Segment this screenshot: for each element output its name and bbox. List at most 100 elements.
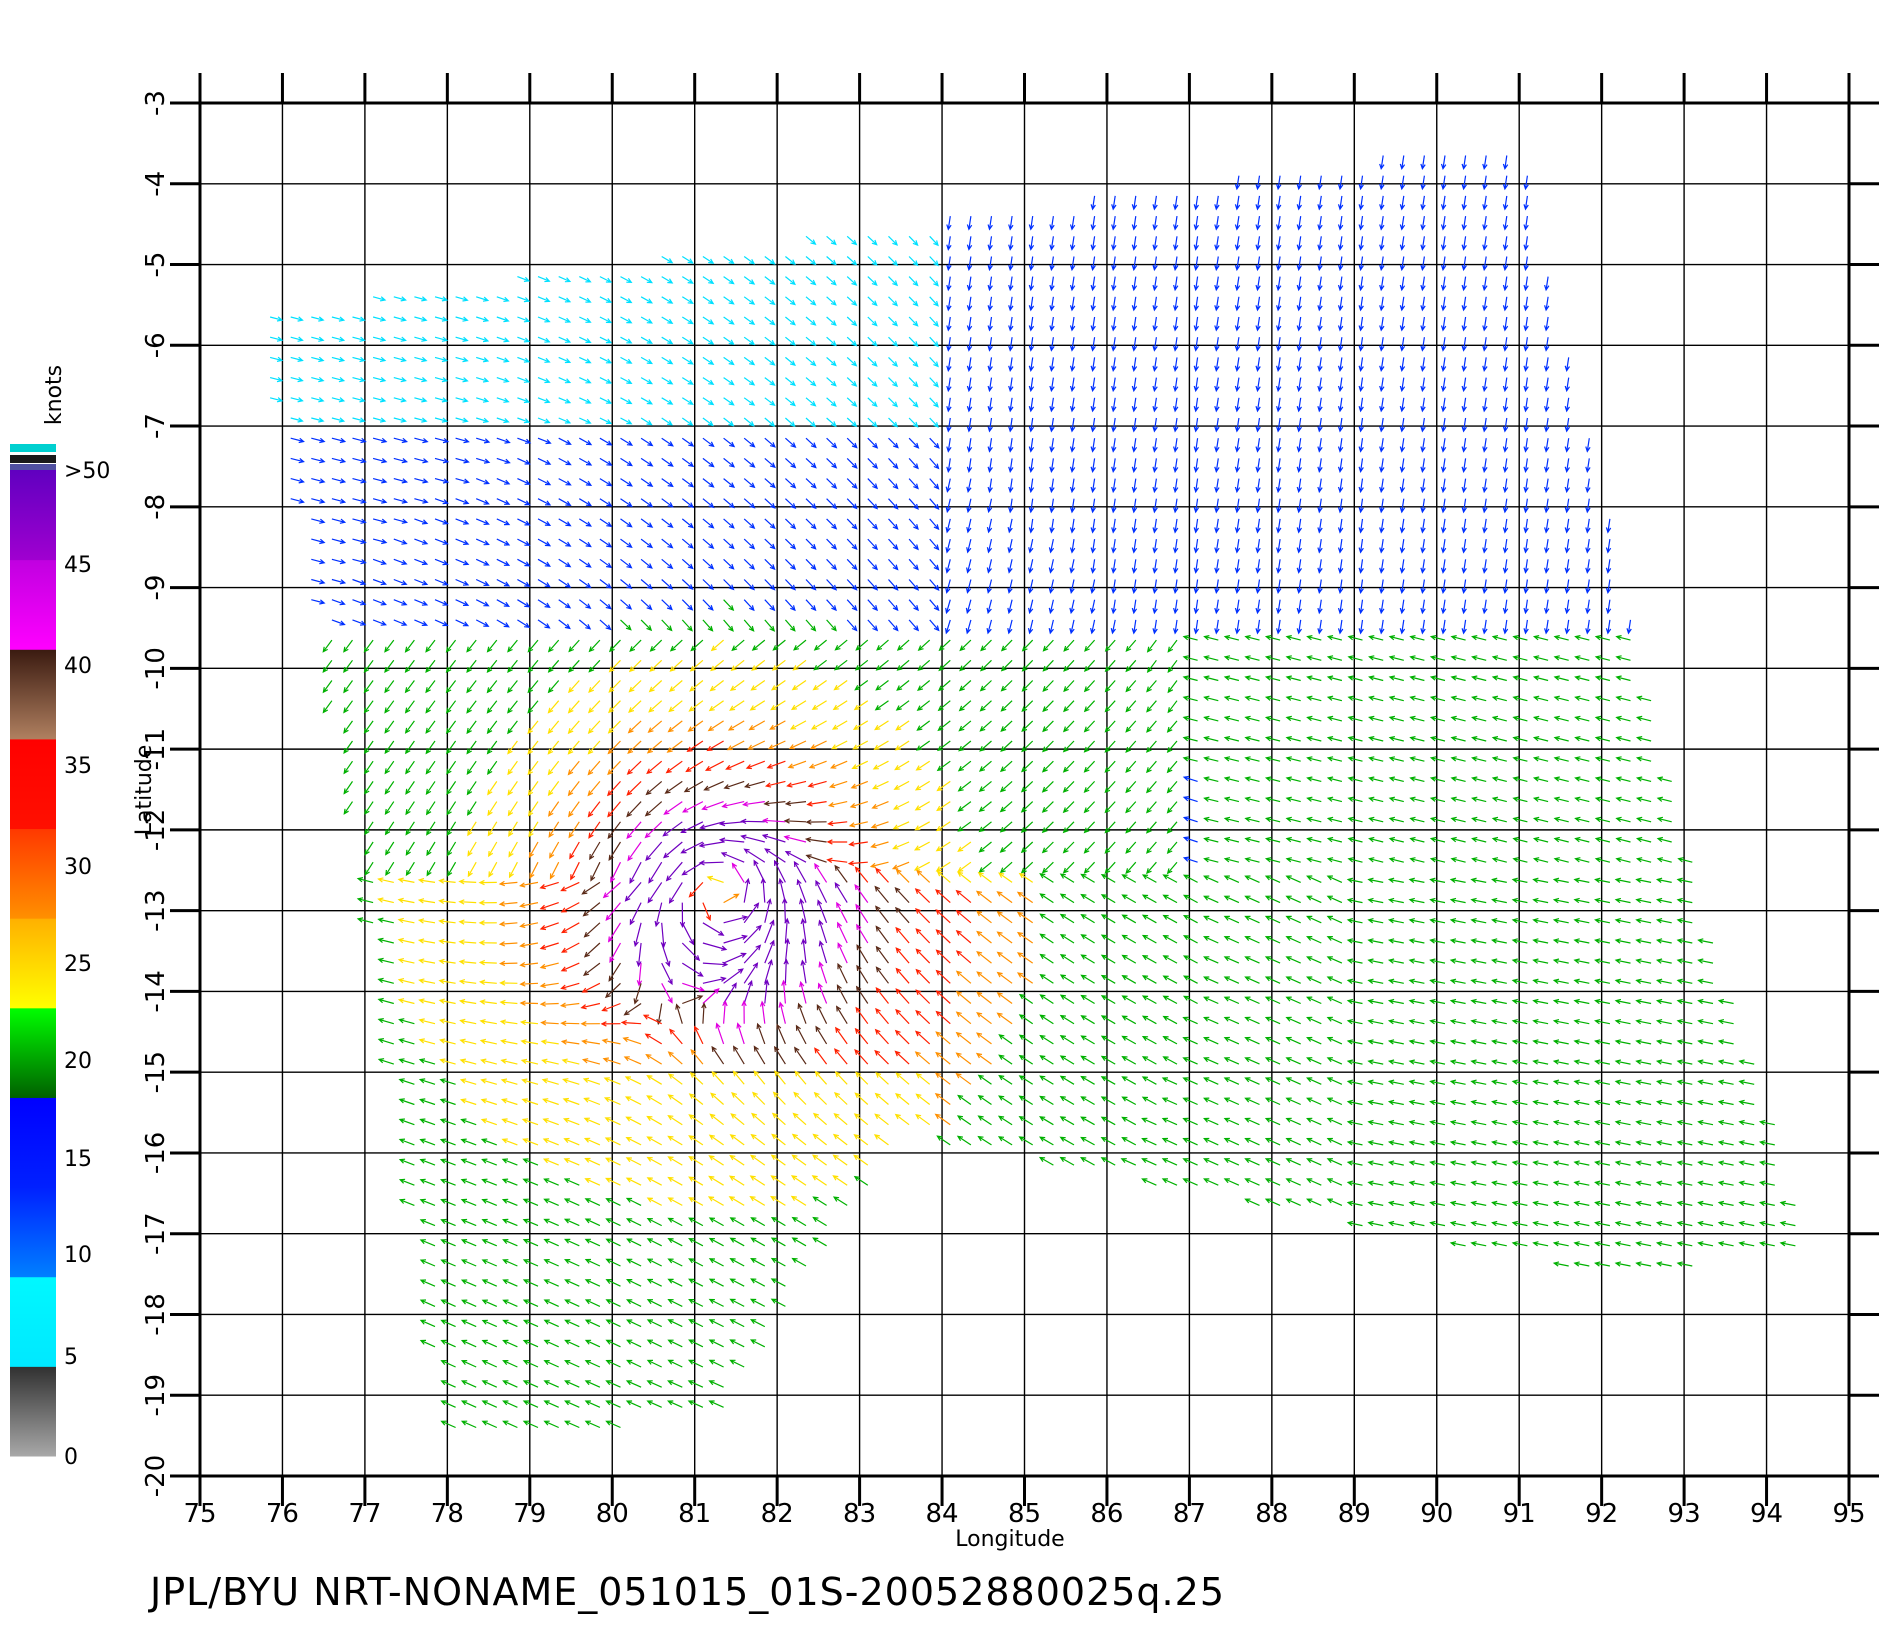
wind-arrow <box>570 861 580 881</box>
wind-arrow <box>578 478 593 486</box>
wind-arrow <box>769 720 786 730</box>
wind-arrow <box>846 558 858 571</box>
wind-arrow <box>438 1018 456 1025</box>
wind-arrow <box>978 821 992 833</box>
wind-arrow <box>1450 756 1466 762</box>
wind-arrow <box>1717 1140 1734 1146</box>
wind-arrow <box>1296 619 1302 635</box>
wind-arrow <box>1234 276 1241 292</box>
wind-arrow <box>1182 1097 1198 1106</box>
wind-arrow <box>384 781 395 795</box>
wind-arrow <box>425 760 436 775</box>
wind-arrow <box>1367 1019 1384 1025</box>
wind-arrow <box>1655 1119 1672 1126</box>
wind-arrow <box>1296 195 1302 211</box>
wind-arrow <box>1069 619 1075 635</box>
wind-arrow <box>938 659 951 672</box>
wind-arrow <box>837 921 848 944</box>
wind-arrow <box>1573 958 1590 964</box>
wind-arrow <box>1264 895 1281 904</box>
wind-arrow <box>1234 377 1241 393</box>
wind-arrow <box>311 538 326 545</box>
wind-arrow <box>1656 796 1672 803</box>
wind-arrow <box>1440 599 1447 615</box>
wind-arrow <box>1594 1241 1611 1247</box>
wind-arrow <box>608 659 621 673</box>
wind-arrow <box>640 356 654 365</box>
wind-arrow <box>1387 938 1404 944</box>
wind-arrow <box>1758 1241 1775 1247</box>
wind-arrow <box>269 336 284 342</box>
wind-arrow <box>1214 337 1220 352</box>
wind-arrow <box>702 356 715 365</box>
wind-arrow <box>1585 518 1591 534</box>
wind-arrow <box>1420 337 1426 352</box>
wind-arrow <box>1470 1019 1487 1025</box>
wind-arrow <box>311 518 326 524</box>
wind-arrow <box>1512 695 1528 702</box>
wind-arrow <box>1544 438 1550 453</box>
wind-arrow <box>1552 938 1569 944</box>
wind-arrow <box>496 437 511 444</box>
wind-arrow <box>1223 715 1240 722</box>
wind-arrow <box>528 841 539 859</box>
wind-arrow <box>867 397 878 408</box>
wind-arrow <box>1049 357 1055 372</box>
wind-arrow <box>587 740 601 755</box>
wind-arrow <box>896 639 910 651</box>
wind-arrow <box>1358 478 1364 494</box>
wind-arrow <box>352 336 366 342</box>
wind-arrow <box>955 990 972 1004</box>
wind-arrow <box>393 316 407 322</box>
wind-arrow <box>1502 195 1509 211</box>
wind-arrow <box>620 558 633 569</box>
wind-arrow <box>1387 1079 1404 1085</box>
wind-arrow <box>958 740 972 752</box>
wind-arrow <box>1552 1241 1569 1247</box>
wind-arrow <box>1697 1039 1714 1045</box>
wind-arrow <box>1449 918 1466 924</box>
wind-arrow <box>1429 635 1446 641</box>
wind-arrow <box>750 1133 766 1146</box>
wind-arrow <box>363 700 374 714</box>
wind-arrow <box>1379 619 1385 635</box>
wind-arrow <box>661 538 674 549</box>
wind-arrow <box>723 457 736 468</box>
wind-arrow <box>458 939 477 945</box>
wind-arrow <box>908 276 919 287</box>
wind-arrow <box>517 578 531 587</box>
x-tick-label: 84 <box>926 1499 959 1529</box>
wind-arrow <box>914 821 930 831</box>
wind-arrow <box>723 296 735 305</box>
wind-arrow <box>398 1098 415 1106</box>
wind-arrow <box>608 680 621 693</box>
wind-arrow <box>481 1178 498 1186</box>
wind-arrow <box>1523 417 1529 433</box>
wind-arrow <box>1614 1200 1631 1207</box>
wind-arrow <box>1223 1178 1240 1186</box>
wind-arrow <box>996 911 1013 924</box>
wind-arrow <box>1502 458 1509 473</box>
wind-arrow <box>393 397 407 403</box>
wind-arrow <box>929 296 939 307</box>
wind-arrow <box>978 861 992 873</box>
wind-arrow <box>817 899 828 924</box>
wind-arrow <box>1162 1056 1178 1065</box>
wind-arrow <box>419 1219 436 1227</box>
wind-arrow <box>1615 715 1631 722</box>
wind-arrow <box>384 740 395 755</box>
wind-arrow <box>521 1098 539 1106</box>
wind-arrow <box>1021 700 1034 712</box>
wind-arrow <box>1440 417 1447 433</box>
wind-arrow <box>564 1339 580 1348</box>
wind-arrow <box>527 700 539 714</box>
wind-arrow <box>1296 438 1302 453</box>
wind-arrow <box>502 1360 518 1368</box>
wind-arrow <box>708 1134 724 1146</box>
wind-arrow <box>662 821 683 837</box>
wind-arrow <box>835 1005 848 1025</box>
wind-arrow <box>603 1097 621 1106</box>
wind-arrow <box>522 1339 539 1348</box>
wind-arrow <box>809 740 827 749</box>
wind-arrow <box>1379 175 1385 191</box>
